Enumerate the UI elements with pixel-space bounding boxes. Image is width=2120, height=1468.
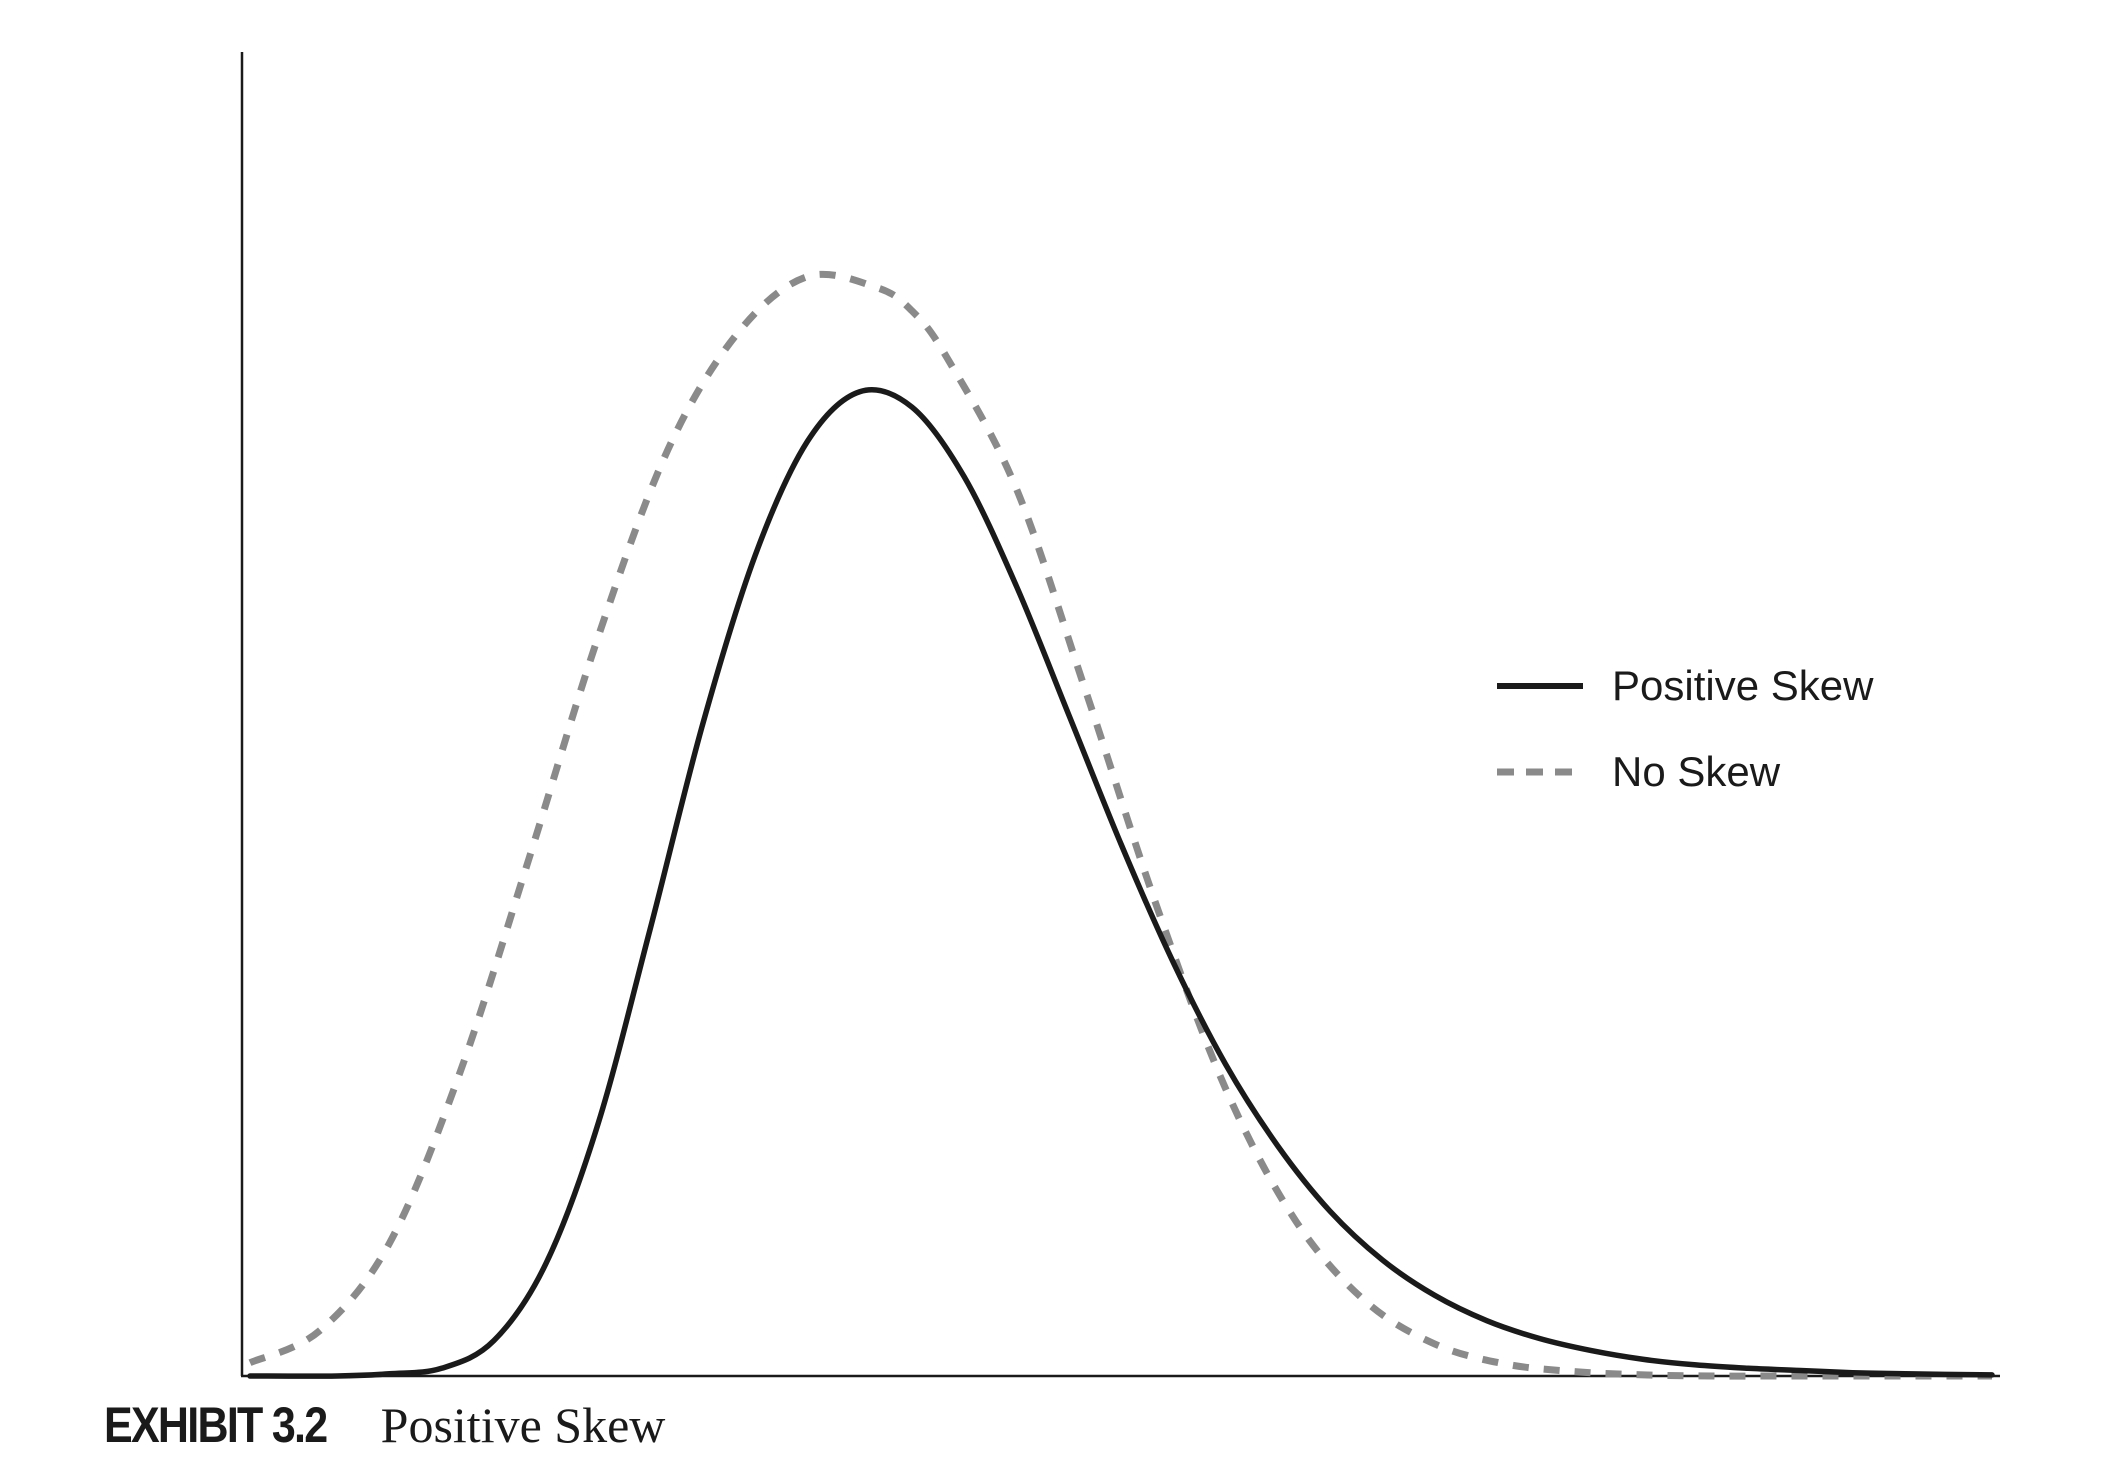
series-line-no-skew: [248, 270, 1992, 1380]
figure-caption: EXHIBIT 3.2 Positive Skew: [104, 1396, 665, 1468]
series-line-positive-skew: [247, 386, 1995, 1379]
series-layer: [247, 270, 1995, 1380]
legend-label-positive-skew: Positive Skew: [1612, 662, 1874, 709]
chart-axes: [240, 52, 2000, 1378]
legend: Positive Skew No Skew: [1497, 662, 1874, 795]
exhibit-label: EXHIBIT 3.2: [104, 1397, 328, 1453]
exhibit-title: Positive Skew: [380, 1397, 666, 1453]
legend-label-no-skew: No Skew: [1612, 748, 1781, 795]
